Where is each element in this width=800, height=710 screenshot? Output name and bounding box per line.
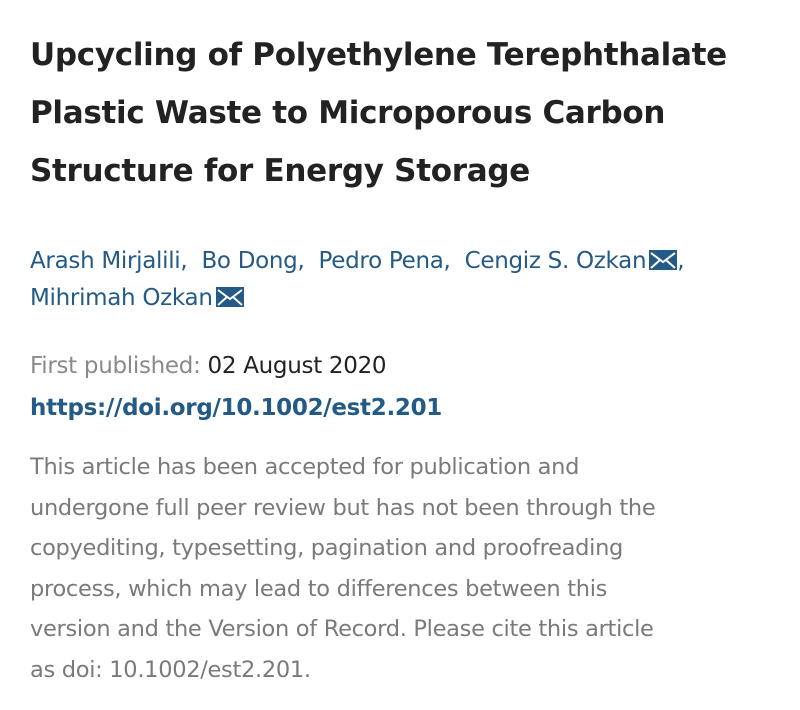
first-published-label: First published: [30, 353, 201, 379]
title-line: Upcycling of Polyethylene Terephthalate [30, 37, 727, 73]
accepted-article-notice: This article has been accepted for publi… [30, 447, 656, 691]
notice-line: This article has been accepted for publi… [30, 454, 580, 480]
separator: , [443, 248, 451, 274]
separator: , [677, 248, 685, 274]
author-link[interactable]: Mihrimah Ozkan [30, 285, 213, 311]
envelope-icon[interactable] [649, 250, 678, 270]
separator: , [180, 248, 188, 274]
envelope-icon[interactable] [215, 287, 244, 307]
notice-line: as doi: 10.1002/est2.201. [30, 656, 311, 683]
author-link[interactable]: Pedro Pena [318, 248, 444, 274]
first-published-date: 02 August 2020 [207, 353, 387, 379]
publication-info: First published: 02 August 2020 https://… [30, 345, 442, 429]
author-list: Arash Mirjalili, Bo Dong, Pedro Pena, Ce… [30, 243, 685, 317]
title-line: Plastic Waste to Microporous Carbon [30, 95, 666, 131]
article-title: Upcycling of Polyethylene Terephthalate … [30, 26, 727, 200]
doi-link[interactable]: https://doi.org/10.1002/est2.201 [30, 395, 443, 421]
author-link[interactable]: Bo Dong [201, 248, 298, 274]
separator: , [297, 248, 305, 274]
author-link[interactable]: Arash Mirjalili [30, 248, 181, 274]
title-line: Structure for Energy Storage [30, 153, 530, 189]
notice-line: version and the Version of Record. Pleas… [30, 616, 654, 643]
notice-line: copyediting, typesetting, pagination and… [30, 535, 624, 562]
notice-line: process, which may lead to differences b… [30, 575, 608, 602]
author-link[interactable]: Cengiz S. Ozkan [464, 248, 647, 274]
notice-line: undergone full peer review but has not b… [30, 494, 656, 521]
